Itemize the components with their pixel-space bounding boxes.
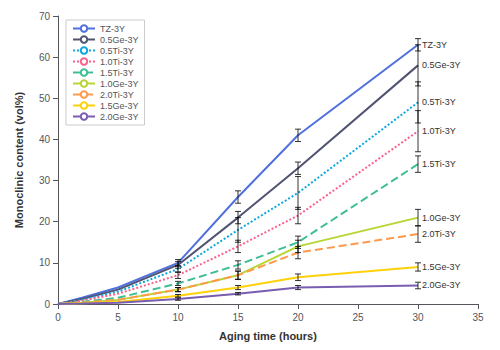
svg-text:Monoclinic content (vol%): Monoclinic content (vol%) [13, 92, 25, 229]
svg-text:1.5Ti-3Y: 1.5Ti-3Y [422, 159, 456, 169]
svg-text:2.0Ge-3Y: 2.0Ge-3Y [100, 112, 139, 122]
svg-text:0.5Ti-3Y: 0.5Ti-3Y [100, 46, 134, 56]
svg-text:1.0Ti-3Y: 1.0Ti-3Y [100, 57, 134, 67]
svg-text:TZ-3Y: TZ-3Y [100, 24, 125, 34]
svg-text:20: 20 [292, 312, 304, 323]
svg-text:1.5Ti-3Y: 1.5Ti-3Y [100, 68, 134, 78]
svg-text:50: 50 [39, 93, 51, 104]
svg-text:10: 10 [39, 257, 51, 268]
svg-text:Aging time (hours): Aging time (hours) [219, 330, 317, 342]
svg-text:1.0Ge-3Y: 1.0Ge-3Y [100, 79, 139, 89]
svg-text:2.0Ti-3Y: 2.0Ti-3Y [422, 229, 456, 239]
svg-text:0: 0 [44, 299, 50, 310]
svg-text:30: 30 [39, 175, 51, 186]
svg-text:35: 35 [472, 312, 484, 323]
svg-text:30: 30 [412, 312, 424, 323]
svg-text:2.0Ti-3Y: 2.0Ti-3Y [100, 90, 134, 100]
svg-text:0: 0 [55, 312, 61, 323]
svg-text:1.5Ge-3Y: 1.5Ge-3Y [422, 262, 461, 272]
svg-text:TZ-3Y: TZ-3Y [422, 40, 447, 50]
svg-text:0.5Ge-3Y: 0.5Ge-3Y [100, 35, 139, 45]
svg-text:1.0Ge-3Y: 1.0Ge-3Y [422, 213, 461, 223]
svg-text:5: 5 [115, 312, 121, 323]
svg-text:25: 25 [352, 312, 364, 323]
svg-text:2.0Ge-3Y: 2.0Ge-3Y [422, 280, 461, 290]
svg-text:60: 60 [39, 52, 51, 63]
svg-text:15: 15 [232, 312, 244, 323]
svg-text:0.5Ge-3Y: 0.5Ge-3Y [422, 60, 461, 70]
svg-text:40: 40 [39, 134, 51, 145]
svg-text:1.5Ge-3Y: 1.5Ge-3Y [100, 101, 139, 111]
svg-text:1.0Ti-3Y: 1.0Ti-3Y [422, 126, 456, 136]
svg-text:0.5Ti-3Y: 0.5Ti-3Y [422, 97, 456, 107]
svg-text:70: 70 [39, 11, 51, 22]
svg-text:20: 20 [39, 216, 51, 227]
svg-text:10: 10 [172, 312, 184, 323]
